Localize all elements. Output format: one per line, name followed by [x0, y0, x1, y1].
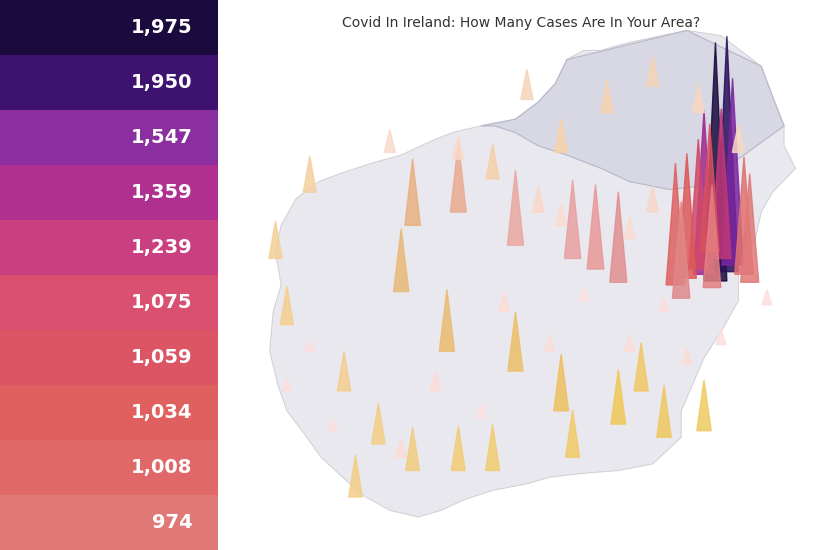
Polygon shape	[692, 84, 705, 113]
Bar	[0, 55, 218, 110]
Polygon shape	[624, 217, 635, 239]
Polygon shape	[452, 135, 464, 159]
Polygon shape	[716, 329, 726, 345]
Polygon shape	[384, 129, 396, 152]
Polygon shape	[689, 139, 708, 269]
Polygon shape	[611, 370, 625, 424]
Bar	[0, 110, 218, 165]
Polygon shape	[722, 78, 743, 265]
Polygon shape	[476, 404, 486, 417]
Polygon shape	[430, 372, 441, 391]
Polygon shape	[711, 109, 731, 258]
Polygon shape	[508, 170, 523, 245]
Polygon shape	[555, 119, 568, 152]
Text: 1,239: 1,239	[130, 238, 192, 257]
Polygon shape	[485, 425, 499, 470]
Bar	[0, 275, 218, 330]
Polygon shape	[269, 221, 282, 258]
Text: Covid In Ireland: How Many Cases Are In Your Area?: Covid In Ireland: How Many Cases Are In …	[342, 16, 700, 30]
Polygon shape	[715, 36, 738, 272]
Polygon shape	[704, 42, 727, 281]
Polygon shape	[481, 30, 784, 190]
Bar	[0, 330, 218, 385]
Polygon shape	[610, 192, 627, 282]
Polygon shape	[508, 312, 523, 371]
Polygon shape	[601, 80, 613, 113]
Polygon shape	[396, 439, 406, 457]
Polygon shape	[634, 343, 648, 391]
Text: 1,975: 1,975	[130, 18, 192, 37]
Polygon shape	[733, 125, 744, 152]
Polygon shape	[694, 110, 714, 274]
Text: 1,034: 1,034	[131, 403, 192, 422]
Polygon shape	[499, 292, 509, 311]
Text: 1,950: 1,950	[131, 73, 192, 92]
Polygon shape	[564, 180, 581, 258]
Polygon shape	[697, 380, 711, 431]
Polygon shape	[486, 144, 499, 179]
Polygon shape	[677, 153, 696, 278]
Polygon shape	[280, 286, 293, 324]
Polygon shape	[555, 205, 567, 225]
Polygon shape	[579, 287, 589, 301]
Polygon shape	[735, 157, 753, 274]
Polygon shape	[303, 156, 316, 192]
Polygon shape	[587, 184, 604, 269]
Bar	[0, 220, 218, 275]
Polygon shape	[394, 229, 409, 292]
Bar	[0, 495, 218, 550]
Polygon shape	[337, 351, 351, 391]
Polygon shape	[646, 55, 659, 86]
Bar	[0, 440, 218, 495]
Text: 1,008: 1,008	[131, 458, 192, 477]
Polygon shape	[659, 297, 669, 311]
Polygon shape	[672, 201, 690, 298]
Polygon shape	[625, 334, 635, 351]
Polygon shape	[452, 426, 466, 470]
Text: 1,359: 1,359	[130, 183, 192, 202]
Polygon shape	[451, 142, 466, 212]
Polygon shape	[269, 30, 795, 517]
Polygon shape	[545, 334, 555, 351]
Polygon shape	[372, 403, 385, 444]
Polygon shape	[657, 386, 672, 437]
Bar	[0, 0, 218, 55]
Polygon shape	[283, 379, 292, 391]
Polygon shape	[405, 427, 419, 470]
Polygon shape	[554, 354, 569, 411]
Polygon shape	[532, 186, 544, 212]
Polygon shape	[666, 163, 685, 285]
Polygon shape	[703, 185, 721, 288]
Polygon shape	[305, 340, 315, 351]
Text: 1,547: 1,547	[130, 128, 192, 147]
Text: 974: 974	[152, 513, 192, 532]
Polygon shape	[565, 410, 579, 457]
Text: 1,059: 1,059	[131, 348, 192, 367]
Polygon shape	[741, 174, 759, 282]
Polygon shape	[328, 418, 337, 431]
Polygon shape	[700, 124, 719, 252]
Bar	[0, 165, 218, 220]
Polygon shape	[405, 159, 420, 226]
Polygon shape	[439, 290, 455, 351]
Polygon shape	[681, 348, 692, 365]
Text: 1,075: 1,075	[131, 293, 192, 312]
Bar	[0, 385, 218, 440]
Polygon shape	[521, 69, 533, 100]
Polygon shape	[647, 185, 658, 212]
Polygon shape	[762, 290, 772, 305]
Polygon shape	[349, 455, 363, 497]
